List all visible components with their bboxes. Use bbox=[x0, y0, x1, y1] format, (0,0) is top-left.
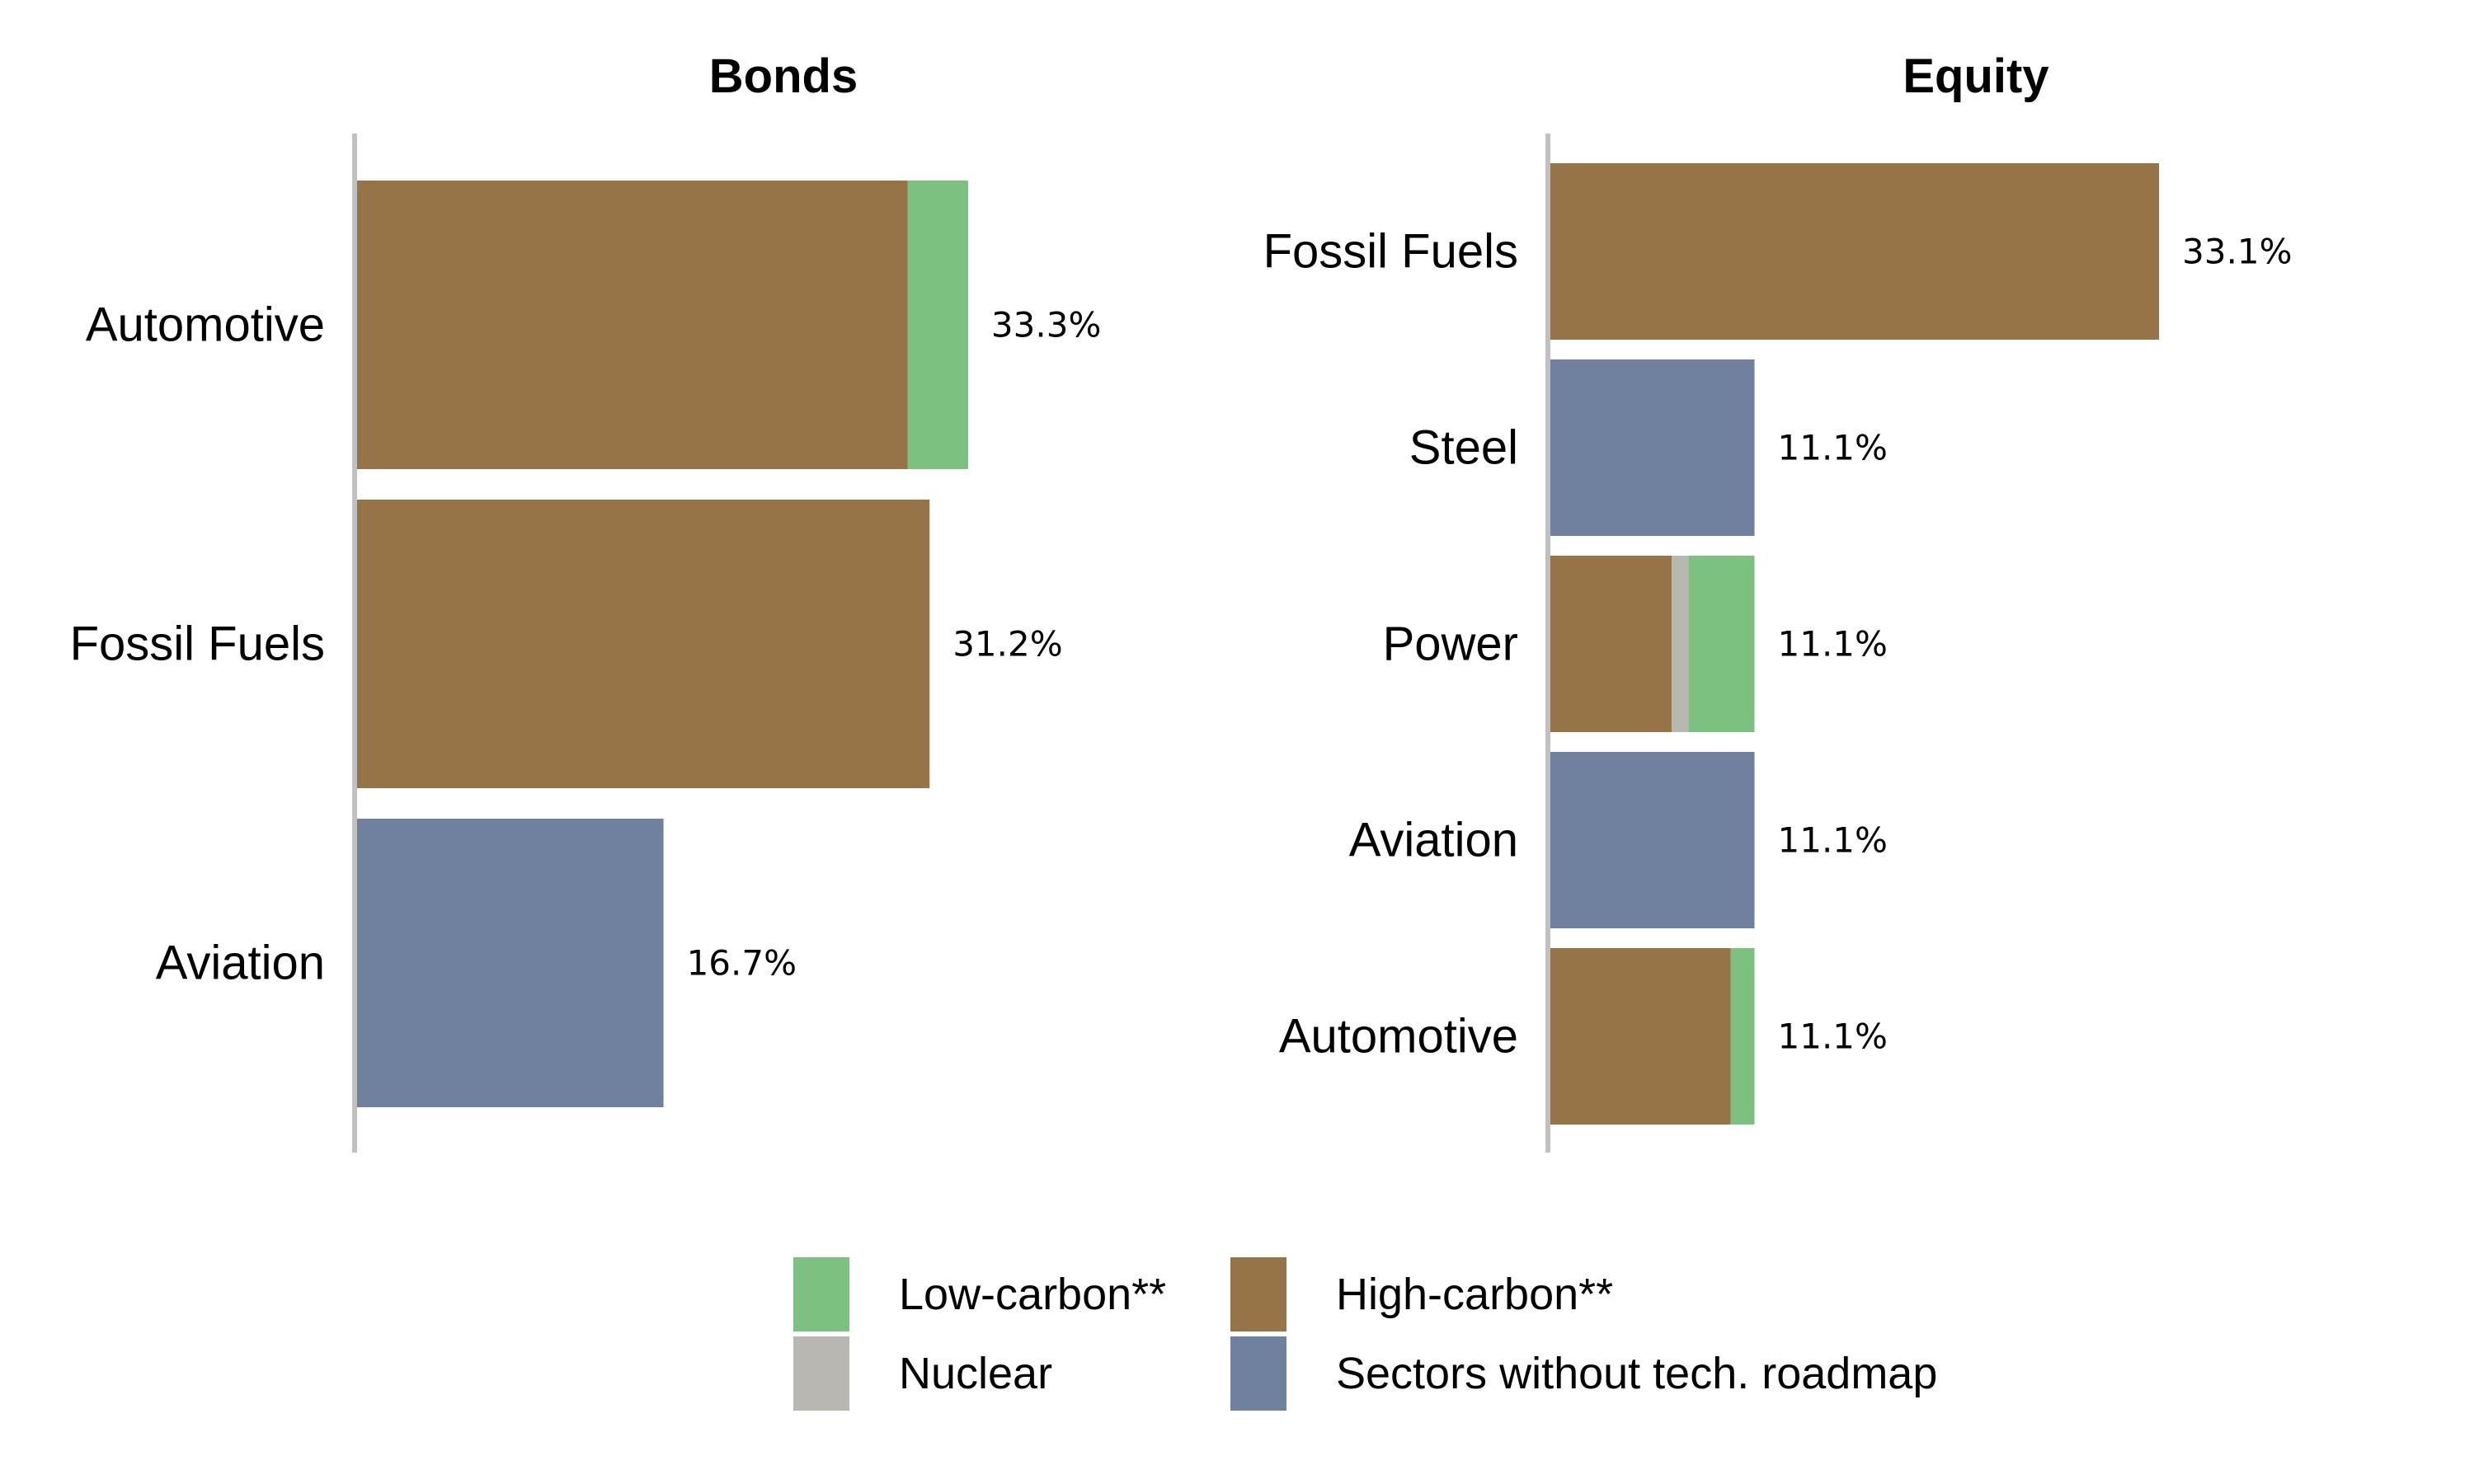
bar-power-nuclear bbox=[1672, 556, 1689, 732]
bar-power-low-carbon bbox=[1688, 556, 1755, 732]
value-label-automotive: 33.3% bbox=[991, 305, 1101, 345]
panel-title: Bonds bbox=[709, 49, 858, 103]
value-label-fossil-fuels: 33.1% bbox=[2182, 232, 2292, 272]
legend-label-low-carbon: Low-carbon** bbox=[899, 1270, 1166, 1319]
value-label-steel: 11.1% bbox=[1778, 428, 1888, 468]
bar-automotive-high-carbon bbox=[357, 181, 908, 469]
bar-automotive-low-carbon bbox=[1730, 948, 1755, 1125]
panel-equity: Equity Fossil Fuels 33.1% Steel 11.1% Power 11… bbox=[1263, 49, 2293, 1153]
legend-swatch-nuclear bbox=[793, 1336, 849, 1411]
legend-swatch-sectors-without-tech-roadmap bbox=[1230, 1336, 1286, 1411]
category-label-fossil-fuels: Fossil Fuels bbox=[70, 618, 325, 671]
panel-title: Equity bbox=[1903, 49, 2048, 103]
panel-bonds: Bonds Automotive 33.3% Fossil Fuels 31.2% Avi… bbox=[70, 49, 1101, 1153]
bar-automotive-low-carbon bbox=[907, 181, 968, 469]
value-label-automotive: 11.1% bbox=[1778, 1017, 1888, 1057]
category-label-fossil-fuels: Fossil Fuels bbox=[1263, 225, 1518, 279]
category-label-automotive: Automotive bbox=[86, 298, 325, 352]
category-label-steel: Steel bbox=[1409, 421, 1518, 475]
bar-power-high-carbon bbox=[1550, 556, 1672, 732]
bar-steel-sectors-without-tech-roadmap bbox=[1550, 359, 1755, 536]
legend-label-high-carbon: High-carbon** bbox=[1336, 1270, 1613, 1319]
bar-aviation-sectors-without-tech-roadmap bbox=[1550, 752, 1755, 928]
legend: Low-carbon** Nuclear High-carbon** Sectors … bbox=[793, 1257, 1937, 1411]
category-label-aviation: Aviation bbox=[156, 937, 325, 990]
bar-fossil-fuels-high-carbon bbox=[357, 500, 930, 788]
value-label-aviation: 11.1% bbox=[1778, 820, 1888, 861]
legend-swatch-low-carbon bbox=[793, 1257, 849, 1331]
value-label-aviation: 16.7% bbox=[687, 943, 797, 984]
bar-automotive-high-carbon bbox=[1550, 948, 1731, 1125]
category-label-automotive: Automotive bbox=[1279, 1010, 1518, 1064]
category-label-power: Power bbox=[1383, 618, 1518, 671]
legend-label-nuclear: Nuclear bbox=[899, 1349, 1052, 1398]
bar-fossil-fuels-high-carbon bbox=[1550, 163, 2160, 340]
category-label-aviation: Aviation bbox=[1349, 814, 1518, 867]
legend-swatch-high-carbon bbox=[1230, 1257, 1286, 1331]
legend-label-sectors-without-tech-roadmap: Sectors without tech. roadmap bbox=[1336, 1349, 1937, 1398]
value-label-power: 11.1% bbox=[1778, 624, 1888, 665]
bar-aviation-sectors-without-tech-roadmap bbox=[357, 819, 664, 1107]
value-label-fossil-fuels: 31.2% bbox=[952, 624, 1062, 665]
